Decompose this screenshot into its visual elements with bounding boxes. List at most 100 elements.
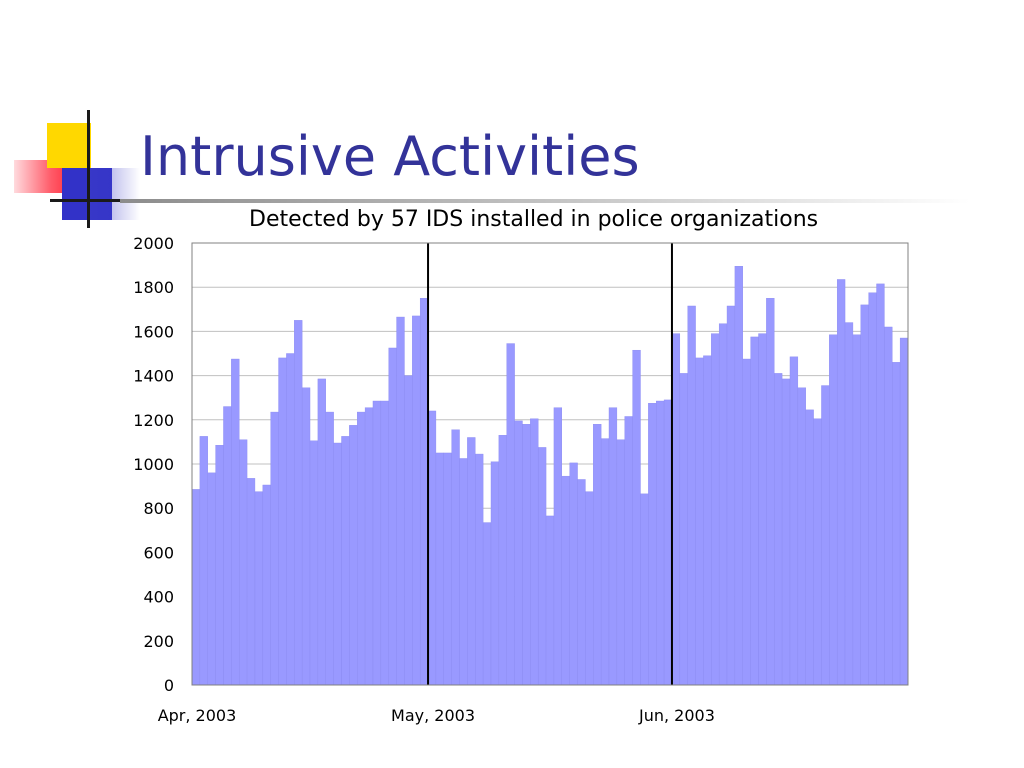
x-tick-label: Jun, 2003 [638,706,715,725]
decorative-vertical-line [87,110,90,228]
bar [624,416,633,686]
bar [364,407,374,686]
bar [884,326,893,686]
bar [215,445,224,686]
bar [530,418,539,686]
x-tick-label: Apr, 2003 [158,706,237,725]
bar [317,378,326,686]
bar [656,400,665,686]
bar [467,437,476,686]
bar [718,323,728,686]
bar [758,333,767,686]
bar [301,387,311,686]
y-tick-label: 1200 [133,411,174,430]
bar [703,355,712,686]
bar [262,484,271,686]
slide-title: Intrusive Activities [140,125,640,188]
bar [207,472,216,686]
y-tick-label: 1600 [133,322,174,341]
bar [246,478,256,686]
bar [270,411,279,686]
bar [278,357,287,686]
bar [412,315,421,686]
bar [876,283,885,686]
bar [372,400,382,686]
plot-frame [191,242,909,686]
bar [514,420,523,686]
bar [805,409,814,686]
bar [750,336,759,686]
bar [506,343,515,686]
bar [396,316,405,686]
bar [254,491,264,686]
bar [726,305,736,686]
bar [569,462,578,686]
bar [475,453,484,686]
y-tick-label: 600 [143,543,174,562]
bar [600,438,610,686]
y-tick-label: 1800 [133,278,174,297]
bar [585,491,594,686]
bar [836,279,846,686]
bar [766,298,775,686]
bar [616,439,625,686]
bar [545,515,555,686]
title-underline [120,199,970,203]
y-tick-label: 200 [143,632,174,651]
bar [537,447,547,686]
y-tick-label: 2000 [133,234,174,253]
bar [294,320,303,686]
bar [797,387,806,686]
bar [349,425,358,686]
bar [443,452,452,686]
bar [781,378,791,686]
x-tick-label: May, 2003 [391,706,475,725]
bar [191,489,201,686]
bar [868,292,877,686]
bar [829,334,838,686]
bar [223,406,232,686]
bar [380,400,389,686]
bar [648,403,657,686]
chart-title: Detected by 57 IDS installed in police o… [249,207,819,232]
y-tick-label: 800 [143,499,174,518]
bar [239,439,248,686]
decorative-horizontal-line [50,199,124,202]
bar [482,522,492,686]
bar [357,411,366,686]
bar [774,373,783,686]
bar [852,334,861,686]
bar [789,356,799,686]
bar [404,375,413,686]
bar [459,458,468,686]
bar [711,333,720,686]
bar [734,266,743,686]
bar [522,424,531,686]
bar [435,452,444,686]
decorative-blue-fade [90,168,140,220]
bar [199,436,208,686]
bar [577,479,586,686]
bar [419,298,429,686]
y-tick-label: 1000 [133,455,174,474]
bar [553,407,563,686]
bar [593,424,602,686]
bar [679,373,688,686]
bar [742,358,751,686]
y-tick-label: 400 [143,588,174,607]
bar [695,357,704,686]
bar [341,436,350,686]
bar [286,353,295,686]
bar [388,347,397,686]
bar [333,442,342,686]
bar [860,304,869,686]
bar [498,435,507,686]
bar [490,461,500,686]
decorative-yellow-square [47,123,91,168]
bar [892,362,901,686]
bar [813,418,822,686]
bar [899,337,909,686]
bar [640,493,649,686]
